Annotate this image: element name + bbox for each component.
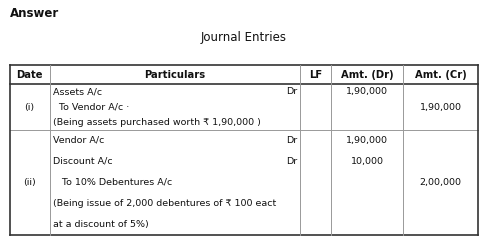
Text: To Vendor A/c ·: To Vendor A/c · <box>53 102 129 112</box>
Text: Dr: Dr <box>286 87 297 96</box>
Text: at a discount of 5%): at a discount of 5%) <box>53 220 148 229</box>
Text: LF: LF <box>309 70 322 80</box>
Text: (Being assets purchased worth ₹ 1,90,000 ): (Being assets purchased worth ₹ 1,90,000… <box>53 118 261 126</box>
Text: 1,90,000: 1,90,000 <box>420 102 462 112</box>
Text: Journal Entries: Journal Entries <box>201 31 287 44</box>
Text: (i): (i) <box>24 102 35 112</box>
Text: Dr: Dr <box>286 157 297 166</box>
Text: 1,90,000: 1,90,000 <box>346 87 388 96</box>
Text: 1,90,000: 1,90,000 <box>346 136 388 145</box>
Text: (ii): (ii) <box>23 178 36 187</box>
Text: Amt. (Cr): Amt. (Cr) <box>415 70 467 80</box>
Text: Amt. (Dr): Amt. (Dr) <box>341 70 393 80</box>
Text: To 10% Debentures A/c: To 10% Debentures A/c <box>53 178 172 187</box>
Text: 10,000: 10,000 <box>350 157 384 166</box>
Text: Assets A/c: Assets A/c <box>53 87 102 96</box>
Text: Answer: Answer <box>10 7 59 20</box>
Text: Dr: Dr <box>286 136 297 145</box>
Text: Particulars: Particulars <box>144 70 205 80</box>
Text: (Being issue of 2,000 debentures of ₹ 100 eact: (Being issue of 2,000 debentures of ₹ 10… <box>53 199 276 208</box>
Text: Date: Date <box>17 70 43 80</box>
Text: Discount A/c: Discount A/c <box>53 157 112 166</box>
Text: 2,00,000: 2,00,000 <box>420 178 462 187</box>
Text: Vendor A/c: Vendor A/c <box>53 136 104 145</box>
